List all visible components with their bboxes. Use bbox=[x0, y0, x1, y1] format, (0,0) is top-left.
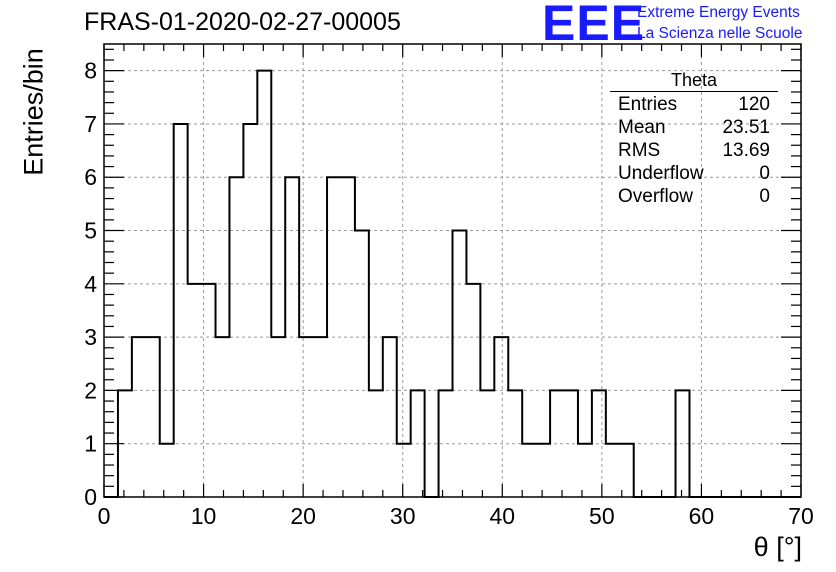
x-tick-label: 70 bbox=[788, 503, 814, 529]
stats-value: 13.69 bbox=[722, 140, 770, 161]
stats-label: Entries bbox=[618, 94, 678, 115]
stats-value: 120 bbox=[738, 94, 770, 115]
x-tick-label: 30 bbox=[390, 503, 416, 529]
stats-label: Mean bbox=[618, 117, 666, 138]
y-tick-label: 4 bbox=[84, 271, 97, 297]
stats-box: Theta Entries 120 Mean 23.51 RMS 13.69 U… bbox=[610, 69, 778, 208]
x-tick-label: 40 bbox=[489, 503, 515, 529]
x-tick-label: 60 bbox=[689, 503, 715, 529]
y-tick-label: 8 bbox=[84, 58, 97, 84]
x-axis-label: θ [°] bbox=[753, 532, 802, 562]
logo-line-2: La Scienza nelle Scuole bbox=[637, 25, 803, 42]
x-tick-label: 50 bbox=[589, 503, 615, 529]
stats-label: RMS bbox=[618, 140, 661, 161]
y-tick-label: 5 bbox=[84, 218, 97, 244]
stats-label: Overflow bbox=[618, 186, 693, 207]
y-tick-label: 6 bbox=[84, 164, 97, 190]
x-tick-label: 20 bbox=[290, 503, 316, 529]
x-tick-label: 0 bbox=[98, 503, 111, 529]
logo-line-1: Extreme Energy Events bbox=[637, 4, 800, 21]
y-tick-label: 2 bbox=[84, 377, 97, 403]
eee-logo-text: Extreme Energy Events La Scienza nelle S… bbox=[637, 2, 802, 44]
x-tick-label: 10 bbox=[191, 503, 217, 529]
tick-labels: 0 10 20 30 40 50 60 70 0 1 2 3 4 5 6 7 8 bbox=[84, 58, 814, 529]
stats-value: 0 bbox=[759, 186, 770, 207]
stats-title: Theta bbox=[610, 69, 778, 92]
stats-label: Underflow bbox=[618, 163, 704, 184]
stats-value: 23.51 bbox=[722, 117, 770, 138]
stats-row-underflow: Underflow 0 bbox=[610, 162, 778, 185]
y-tick-label: 3 bbox=[84, 324, 97, 350]
y-tick-label: 7 bbox=[84, 111, 97, 137]
plot-frame bbox=[103, 43, 802, 498]
stats-row-overflow: Overflow 0 bbox=[610, 185, 778, 208]
chart-title: FRAS-01-2020-02-27-00005 bbox=[84, 8, 401, 36]
stats-row-mean: Mean 23.51 bbox=[610, 116, 778, 139]
axis-ticks bbox=[103, 44, 802, 498]
stats-row-rms: RMS 13.69 bbox=[610, 139, 778, 162]
stats-value: 0 bbox=[759, 163, 770, 184]
y-tick-label: 0 bbox=[84, 484, 97, 510]
y-axis-label: Entries/bin bbox=[18, 48, 49, 176]
eee-logo-mark: EEE bbox=[542, 0, 646, 51]
stats-row-entries: Entries 120 bbox=[610, 93, 778, 116]
y-tick-label: 1 bbox=[84, 431, 97, 457]
